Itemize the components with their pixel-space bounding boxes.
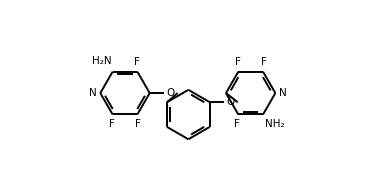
Text: O: O	[227, 97, 235, 107]
Text: F: F	[235, 57, 241, 67]
Text: H₂N: H₂N	[92, 56, 112, 66]
Text: F: F	[109, 119, 115, 129]
Text: F: F	[261, 57, 266, 67]
Text: N: N	[89, 88, 96, 98]
Text: F: F	[234, 119, 240, 129]
Text: F: F	[135, 119, 141, 129]
Text: O: O	[167, 88, 175, 98]
Text: F: F	[134, 57, 140, 67]
Text: N: N	[279, 88, 287, 98]
Text: NH₂: NH₂	[265, 119, 284, 129]
